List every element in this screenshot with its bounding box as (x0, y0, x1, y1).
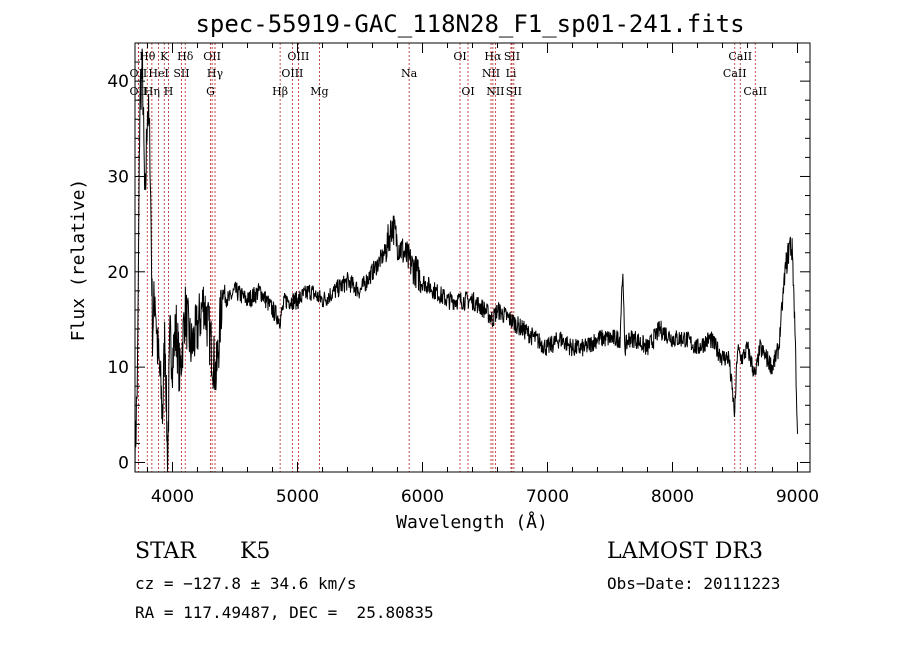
line-label: CaII (723, 67, 747, 80)
line-label: OI (461, 85, 474, 98)
line-label: CaII (728, 50, 752, 63)
line-label: HeI (148, 67, 168, 80)
y-tick-label: 40 (107, 72, 129, 92)
x-tick-label: 5000 (276, 487, 319, 507)
line-label: OII (203, 50, 221, 63)
y-tick-label: 0 (118, 453, 129, 473)
line-label: OI (453, 50, 466, 63)
line-label: Hβ (272, 85, 288, 98)
line-label: OIII (281, 67, 303, 80)
x-tick-label: 9000 (776, 487, 819, 507)
line-label: H (164, 85, 174, 98)
line-label: SII (173, 67, 189, 80)
line-label: K (160, 50, 169, 63)
spectrum-line (134, 48, 798, 473)
x-tick-label: 4000 (151, 487, 194, 507)
axis-ticks: 4000 5000 6000 7000 8000 9000 0 10 20 30 40 (107, 42, 819, 507)
line-label: Li (506, 67, 517, 80)
plot-frame (134, 42, 811, 473)
observation-date: Obs−Date: 20111223 (607, 574, 781, 593)
line-label: Mg (310, 85, 328, 98)
line-label: Hα (484, 50, 502, 63)
line-label: SII (506, 85, 522, 98)
line-label: NII (482, 67, 500, 80)
x-tick-label: 7000 (526, 487, 569, 507)
line-label: CaII (743, 85, 767, 98)
line-label: G (206, 85, 215, 98)
object-subclass: K5 (240, 539, 271, 564)
x-tick-label: 6000 (401, 487, 444, 507)
x-axis-label: Wavelength (Å) (396, 511, 548, 533)
ra-dec-coordinates: RA = 117.49487, DEC = 25.80835 (135, 603, 434, 622)
line-label: OIII (287, 50, 309, 63)
y-tick-label: 30 (107, 167, 129, 187)
x-tick-label: 8000 (651, 487, 694, 507)
y-tick-label: 20 (107, 263, 129, 283)
line-label: SII (504, 50, 520, 63)
y-tick-label: 10 (107, 358, 129, 378)
y-axis-label: Flux (relative) (68, 179, 89, 342)
object-class: STAR (135, 539, 196, 564)
line-label: Hδ (177, 50, 194, 63)
redshift-velocity: cz = −127.8 ± 34.6 km/s (135, 574, 357, 593)
line-label: Hη (144, 85, 160, 98)
line-label: NII (486, 85, 504, 98)
survey-name: LAMOST DR3 (607, 539, 763, 564)
line-label: Hγ (207, 67, 224, 80)
chart-title: spec-55919-GAC_118N28_F1_sp01-241.fits (195, 10, 744, 38)
line-label: Na (401, 67, 418, 80)
